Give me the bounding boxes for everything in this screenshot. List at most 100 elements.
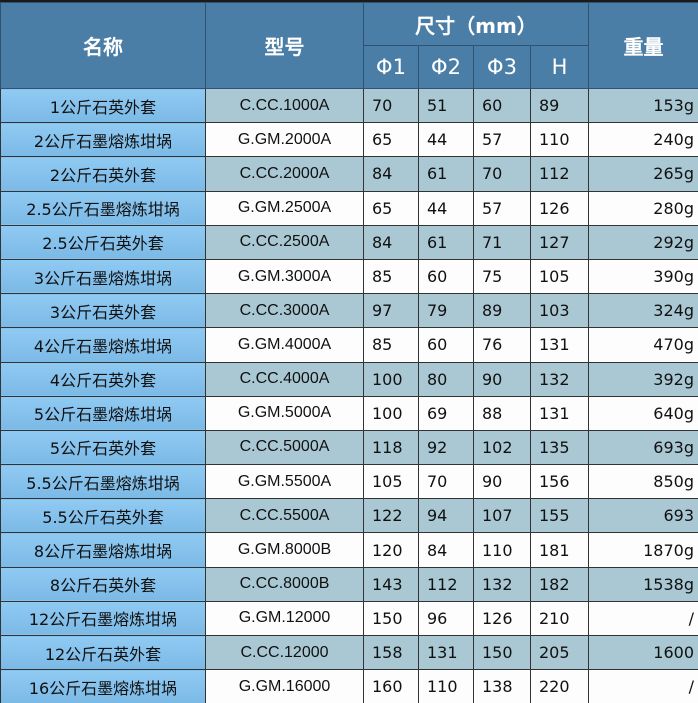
cell-phi1: 150 [363, 600, 419, 637]
header-phi3: Φ3 [473, 45, 531, 89]
cell-h: 89 [530, 87, 589, 124]
cell-weight: 390g [588, 258, 698, 295]
cell-phi2: 51 [418, 87, 474, 124]
cell-weight: 850g [588, 464, 698, 500]
table-row: 2.5公斤石英外套 C.CC.2500A 84 61 71 127 292g [0, 224, 698, 260]
cell-phi3: 90 [473, 361, 531, 397]
cell-h: 132 [530, 361, 589, 397]
cell-name: 2.5公斤石英外套 [0, 224, 206, 260]
cell-model: G.GM.3000A [205, 258, 364, 295]
cell-phi1: 100 [363, 395, 419, 431]
table-row: 2.5公斤石墨熔炼坩埚 G.GM.2500A 65 44 57 126 280g [0, 190, 698, 226]
cell-phi1: 84 [363, 224, 419, 260]
cell-h: 205 [530, 634, 589, 671]
cell-phi1: 122 [363, 498, 419, 534]
cell-phi2: 131 [418, 634, 474, 671]
table-row: 5公斤石英外套 C.CC.5000A 118 92 102 135 693g [0, 429, 698, 466]
cell-phi2: 70 [418, 464, 474, 500]
cell-model: G.GM.8000B [205, 532, 364, 568]
cell-phi1: 160 [363, 669, 419, 703]
cell-name: 5公斤石墨熔炼坩埚 [0, 395, 206, 431]
table-row: 16公斤石墨熔炼坩埚 G.GM.16000 160 110 138 220/ [0, 669, 698, 703]
cell-h: 131 [530, 327, 589, 363]
cell-h: 135 [530, 429, 589, 466]
cell-name: 3公斤石墨熔炼坩埚 [0, 258, 206, 295]
header-h: H [530, 45, 589, 89]
cell-phi2: 94 [418, 498, 474, 534]
cell-phi3: 57 [473, 122, 531, 158]
header-name: 名称 [0, 2, 206, 89]
cell-phi1: 70 [363, 87, 419, 124]
cell-weight: 324g [588, 293, 698, 329]
cell-weight: 280g [588, 190, 698, 226]
cell-phi2: 96 [418, 600, 474, 637]
cell-phi3: 107 [473, 498, 531, 534]
cell-phi2: 60 [418, 327, 474, 363]
header-model: 型号 [205, 2, 364, 89]
cell-phi1: 158 [363, 634, 419, 671]
cell-phi2: 44 [418, 122, 474, 158]
cell-name: 2公斤石墨熔炼坩埚 [0, 122, 206, 158]
cell-phi3: 88 [473, 395, 531, 431]
cell-phi1: 85 [363, 327, 419, 363]
cell-weight: / [588, 669, 698, 703]
cell-weight: 693 [588, 498, 698, 534]
table-row: 12公斤石英外套 C.CC.12000 158 131 150 205 1600 [0, 634, 698, 671]
cell-phi2: 92 [418, 429, 474, 466]
cell-phi3: 76 [473, 327, 531, 363]
cell-name: 4公斤石英外套 [0, 361, 206, 397]
cell-name: 12公斤石英外套 [0, 634, 206, 671]
cell-phi1: 120 [363, 532, 419, 568]
cell-model: G.GM.16000 [205, 669, 364, 703]
cell-weight: 693g [588, 429, 698, 466]
cell-phi3: 150 [473, 634, 531, 671]
table-row: 2公斤石英外套 C.CC.2000A 84 61 70 112 265g [0, 156, 698, 192]
cell-model: G.GM.2500A [205, 190, 364, 226]
cell-phi3: 89 [473, 293, 531, 329]
cell-weight: 153g [588, 87, 698, 124]
cell-phi3: 71 [473, 224, 531, 260]
cell-model: C.CC.2500A [205, 224, 364, 260]
cell-weight: 640g [588, 395, 698, 431]
cell-weight: / [588, 600, 698, 637]
cell-phi2: 80 [418, 361, 474, 397]
cell-phi1: 118 [363, 429, 419, 466]
cell-name: 8公斤石墨熔炼坩埚 [0, 532, 206, 568]
table-row: 5.5公斤石墨熔炼坩埚 G.GM.5500A 105 70 90 156 850g [0, 464, 698, 500]
header-phi1: Φ1 [363, 45, 419, 89]
cell-phi3: 132 [473, 566, 531, 602]
cell-phi1: 143 [363, 566, 419, 602]
cell-phi3: 126 [473, 600, 531, 637]
cell-weight: 265g [588, 156, 698, 192]
cell-phi3: 70 [473, 156, 531, 192]
table-row: 5公斤石墨熔炼坩埚 G.GM.5000A 100 69 88 131 640g [0, 395, 698, 431]
cell-name: 5.5公斤石墨熔炼坩埚 [0, 464, 206, 500]
cell-h: 127 [530, 224, 589, 260]
table-row: 1公斤石英外套 C.CC.1000A 70 51 60 89 153g [0, 87, 698, 124]
cell-model: C.CC.4000A [205, 361, 364, 397]
table-row: 4公斤石英外套 C.CC.4000A 100 80 90 132 392g [0, 361, 698, 397]
cell-name: 2.5公斤石墨熔炼坩埚 [0, 190, 206, 226]
cell-name: 5.5公斤石英外套 [0, 498, 206, 534]
cell-model: C.CC.5000A [205, 429, 364, 466]
cell-model: G.GM.5500A [205, 464, 364, 500]
table-row: 12公斤石墨熔炼坩埚 G.GM.12000 150 96 126 210/ [0, 600, 698, 637]
table-row: 8公斤石墨熔炼坩埚 G.GM.8000B 120 84 110 181 1870g [0, 532, 698, 568]
cell-phi3: 60 [473, 87, 531, 124]
cell-h: 182 [530, 566, 589, 602]
cell-phi2: 112 [418, 566, 474, 602]
header-weight: 重量 [588, 2, 698, 89]
cell-weight: 1538g [588, 566, 698, 602]
cell-name: 3公斤石英外套 [0, 293, 206, 329]
cell-weight: 240g [588, 122, 698, 158]
cell-h: 210 [530, 600, 589, 637]
cell-h: 126 [530, 190, 589, 226]
cell-phi3: 90 [473, 464, 531, 500]
cell-phi3: 138 [473, 669, 531, 703]
cell-phi2: 44 [418, 190, 474, 226]
cell-name: 2公斤石英外套 [0, 156, 206, 192]
cell-phi1: 84 [363, 156, 419, 192]
cell-h: 181 [530, 532, 589, 568]
